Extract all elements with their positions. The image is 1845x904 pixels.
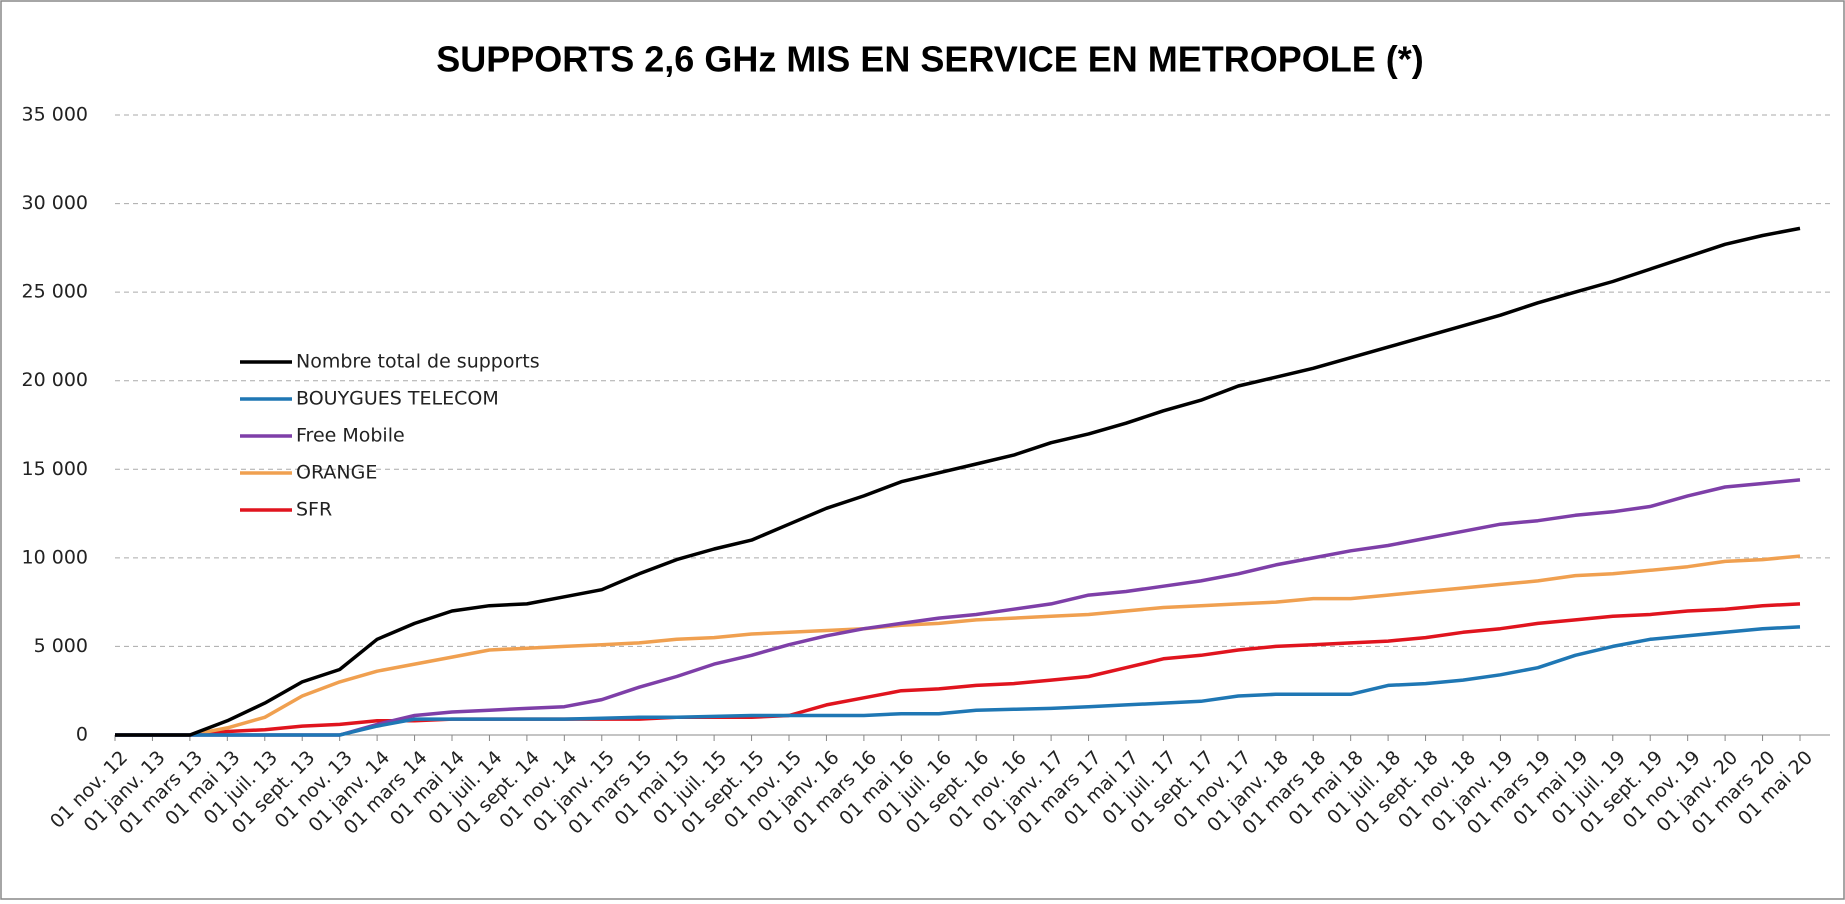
- y-tick-label: 35 000: [22, 104, 88, 126]
- y-tick-label: 30 000: [22, 192, 88, 214]
- legend-label: Free Mobile: [296, 425, 405, 447]
- y-tick-label: 5 000: [34, 635, 88, 657]
- y-tick-label: 25 000: [22, 281, 88, 303]
- chart-title: SUPPORTS 2,6 GHz MIS EN SERVICE EN METRO…: [436, 39, 1424, 80]
- y-tick-label: 15 000: [22, 458, 88, 480]
- y-tick-label: 0: [76, 724, 88, 746]
- series-line: [115, 625, 1801, 737]
- legend-label: BOUYGUES TELECOM: [296, 388, 499, 410]
- legend-label: SFR: [296, 499, 332, 521]
- y-tick-label: 10 000: [22, 546, 88, 568]
- y-tick-label: 20 000: [22, 369, 88, 391]
- series-line: [115, 554, 1801, 737]
- legend-label: ORANGE: [296, 462, 377, 484]
- series-line: [115, 226, 1801, 737]
- series-line: [115, 478, 1801, 737]
- legend-label: Nombre total de supports: [296, 351, 540, 373]
